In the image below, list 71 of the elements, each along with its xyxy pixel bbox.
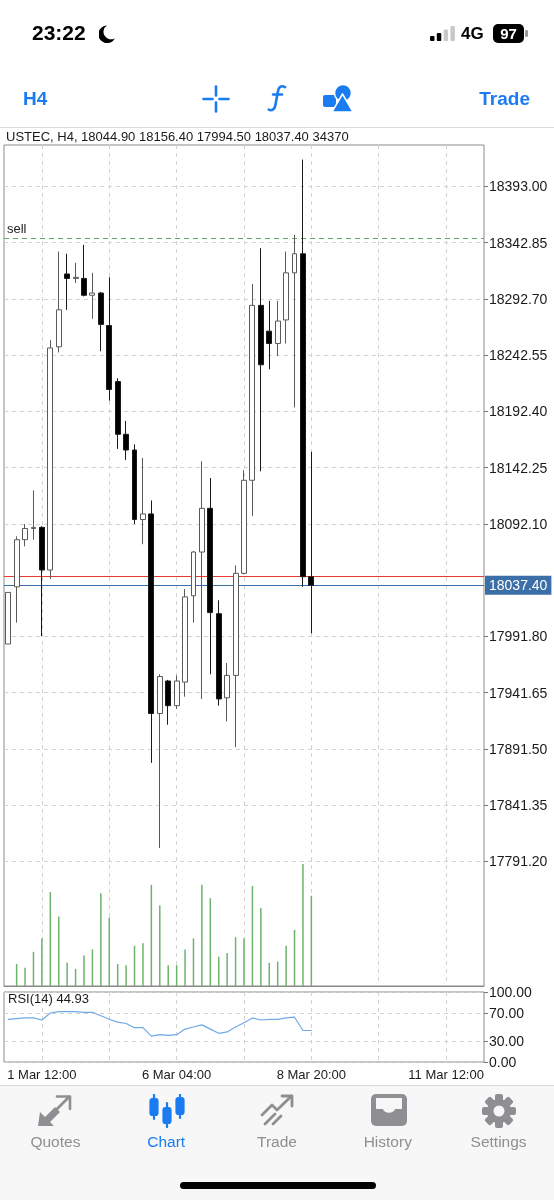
candlestick [56, 251, 62, 353]
candlestick [300, 159, 306, 588]
candlestick [157, 673, 163, 849]
candlestick [5, 591, 11, 645]
y-tick-label: 30.00 [489, 1033, 525, 1049]
x-tick-label: 8 Mar 20:00 [276, 1067, 347, 1082]
candlestick [115, 377, 121, 450]
candlestick [73, 262, 79, 284]
candlestick [132, 443, 137, 525]
candlestick [233, 565, 239, 748]
text: 23:22 [32, 21, 86, 44]
candlestick [64, 253, 70, 311]
ref-line-label: 18037.40 [489, 577, 548, 594]
candlestick [199, 460, 205, 700]
candlestick [224, 662, 230, 722]
candlestick [249, 283, 255, 517]
y-tick-label: 18092.10 [489, 515, 548, 532]
candlestick [123, 420, 129, 461]
candlestick [89, 272, 95, 320]
y-tick-label: 17841.35 [489, 797, 548, 814]
candlestick [258, 247, 264, 472]
y-tick-label: 17941.65 [489, 684, 548, 701]
y-tick-label: 70.00 [489, 1005, 525, 1021]
y-tick-label: 18142.25 [489, 459, 548, 476]
candlestick [106, 276, 112, 402]
candlestick [140, 457, 146, 545]
chart-title: USTEC, H4, 18044.90 18156.40 17994.50 18037.40 34370 [6, 129, 349, 144]
y-tick-label: 18393.00 [489, 178, 548, 195]
text: Chart [147, 1133, 186, 1150]
candlestick [47, 339, 53, 580]
text: Trade [479, 88, 530, 109]
candlestick [31, 489, 36, 541]
text: History [363, 1133, 412, 1150]
y-tick-label: 17991.80 [489, 628, 548, 645]
text: Settings [470, 1133, 527, 1150]
candlestick [39, 525, 45, 637]
candlestick [283, 251, 289, 344]
y-tick-label: 17891.50 [489, 740, 548, 757]
candlestick [241, 469, 247, 575]
x-tick-label: 11 Mar 12:00 [408, 1067, 484, 1082]
candlestick [22, 523, 28, 547]
y-tick-label: 18292.70 [489, 290, 548, 307]
text: Quotes [30, 1133, 81, 1150]
candlestick [165, 679, 171, 726]
text: H4 [23, 88, 48, 109]
candlestick [207, 477, 213, 675]
candlestick [81, 244, 87, 297]
y-tick-label: 0.00 [489, 1054, 517, 1070]
text: 4G [461, 24, 484, 43]
y-tick-label: 18192.40 [489, 403, 548, 420]
ref-line-label: sell [7, 221, 27, 237]
candlestick [182, 588, 188, 698]
x-tick-label: 1 Mar 12:00 [7, 1067, 77, 1082]
candlestick [275, 300, 281, 357]
line-series [7, 1011, 312, 1037]
candlestick [292, 234, 297, 408]
candlestick [216, 599, 222, 707]
candlestick [191, 550, 196, 624]
y-tick-label: 18242.55 [489, 347, 548, 364]
candlestick [98, 291, 104, 352]
candlestick [308, 451, 314, 634]
candlestick [14, 535, 20, 624]
candlestick [266, 300, 272, 370]
y-tick-label: 17791.20 [489, 853, 548, 870]
chart-title: RSI(14) 44.93 [8, 991, 89, 1006]
x-tick-label: 6 Mar 04:00 [141, 1067, 212, 1082]
candlestick [148, 499, 154, 764]
candlestick [174, 674, 180, 710]
y-tick-label: 18342.85 [489, 234, 548, 251]
y-tick-label: 100.00 [489, 984, 533, 1000]
text: Trade [257, 1133, 297, 1150]
